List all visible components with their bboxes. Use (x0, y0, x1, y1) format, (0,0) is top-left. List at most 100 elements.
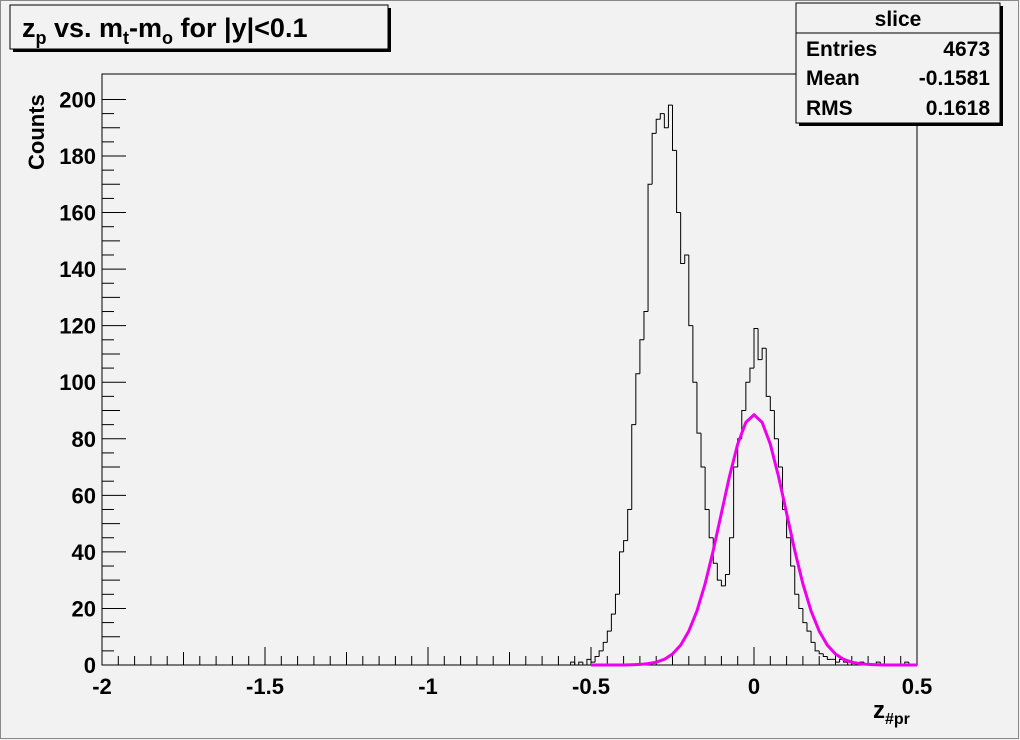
histogram-bin (578, 661, 583, 665)
histogram-bin (574, 662, 579, 666)
histogram-bin (606, 630, 612, 643)
histogram-bin (684, 254, 689, 264)
histogram-bin (704, 467, 710, 510)
chart-title: zp vs. mt-mo for |y|<0.1 (22, 13, 307, 48)
x-tick-label: -0.5 (572, 674, 610, 699)
y-tick-label: 60 (72, 483, 96, 508)
histogram-bin (619, 551, 624, 595)
histogram-bin (745, 381, 750, 411)
histogram-bin (667, 104, 673, 128)
y-tick-label: 40 (72, 540, 96, 565)
stats-title: slice (875, 8, 922, 31)
stats-value: 4673 (943, 38, 990, 61)
histogram-bin (765, 348, 771, 397)
histogram-bin (806, 622, 812, 632)
stats-box (795, 2, 1001, 124)
y-tick-label: 160 (59, 201, 96, 226)
histogram-bin (696, 382, 702, 434)
title-subscript: t (123, 28, 129, 48)
histogram-bin (639, 339, 644, 374)
histogram-bin (672, 105, 677, 151)
stats-key: RMS (806, 97, 853, 120)
histogram-bin (720, 580, 726, 587)
histogram-bin (700, 433, 706, 468)
histogram-bin (790, 537, 795, 567)
histogram-bin (631, 424, 636, 510)
histogram-bin (798, 594, 803, 609)
y-tick-label: 80 (72, 427, 96, 452)
histogram-bin (814, 642, 820, 652)
x-axis-title: z#pr (873, 697, 910, 728)
histogram-bin (847, 662, 852, 666)
histogram-bin (749, 367, 754, 383)
y-tick-label: 200 (59, 87, 96, 112)
y-tick-label: 140 (59, 257, 96, 282)
title-part: for |y|<0.1 (173, 13, 307, 43)
histogram-bin (692, 325, 697, 383)
stats-value: -0.1581 (919, 67, 991, 90)
histogram-bin (623, 540, 628, 552)
histogram-bin (688, 254, 693, 327)
histogram-bin (773, 410, 779, 440)
histogram-bin (663, 113, 669, 129)
stats-key: Entries (806, 38, 877, 61)
histogram-bin (586, 658, 591, 665)
histogram-bin (647, 183, 653, 312)
histogram-bin (594, 656, 600, 663)
histogram-bin (602, 641, 608, 651)
histogram-bin (570, 661, 575, 665)
x-tick-label: -1 (418, 674, 438, 699)
title-part: -m (129, 13, 162, 43)
histogram-bin (643, 311, 649, 340)
y-tick-label: 120 (59, 314, 96, 339)
y-tick-label: 180 (59, 144, 96, 169)
histogram-bin (822, 653, 828, 658)
histogram-bin (724, 574, 730, 586)
histogram-bin (794, 566, 799, 595)
histogram-bin (610, 613, 616, 632)
title-box (9, 4, 389, 50)
histogram-bin (708, 509, 714, 539)
histogram-bin (627, 508, 632, 541)
histogram-bin (582, 662, 587, 666)
histogram-bin (769, 396, 775, 412)
histogram-bin (659, 113, 665, 120)
histogram-bin (635, 373, 640, 425)
histogram-bin (818, 650, 824, 655)
stats-value: 0.1618 (926, 97, 991, 120)
title-subscript: p (36, 28, 47, 48)
histogram-bin (651, 132, 657, 185)
fit-curve (591, 413, 917, 667)
histogram-bin (590, 659, 596, 663)
x-tick-label: 0 (748, 674, 760, 699)
histogram-bin (729, 537, 734, 575)
histogram-bin (753, 327, 759, 369)
histogram-bin (835, 659, 840, 663)
x-tick-label: -1.5 (246, 674, 284, 699)
y-axis-title: Counts (24, 94, 49, 170)
histogram-bin (757, 328, 763, 361)
x-tick-label: 0.5 (902, 674, 933, 699)
y-tick-label: 100 (59, 370, 96, 395)
title-part: z (22, 13, 36, 43)
histogram-bin (676, 150, 681, 214)
histogram-bin (598, 650, 604, 657)
histogram-bin (777, 438, 783, 468)
title-part: vs. m (47, 13, 124, 43)
histogram-bin (810, 631, 816, 643)
histogram-bin (733, 466, 738, 538)
y-tick-label: 0 (84, 653, 96, 678)
histogram-bin (761, 347, 767, 360)
frame (101, 73, 918, 666)
stats-key: Mean (806, 67, 860, 90)
histogram-bin (680, 212, 685, 264)
histogram-bin (716, 563, 722, 581)
histogram-bin (826, 656, 832, 660)
title-subscript: o (162, 28, 173, 48)
histogram-bin (802, 608, 807, 624)
x-tick-label: -2 (92, 674, 112, 699)
x-axis-title-sub: #pr (885, 711, 910, 728)
x-axis-title-main: z (873, 697, 885, 724)
histogram-bin (614, 593, 620, 615)
